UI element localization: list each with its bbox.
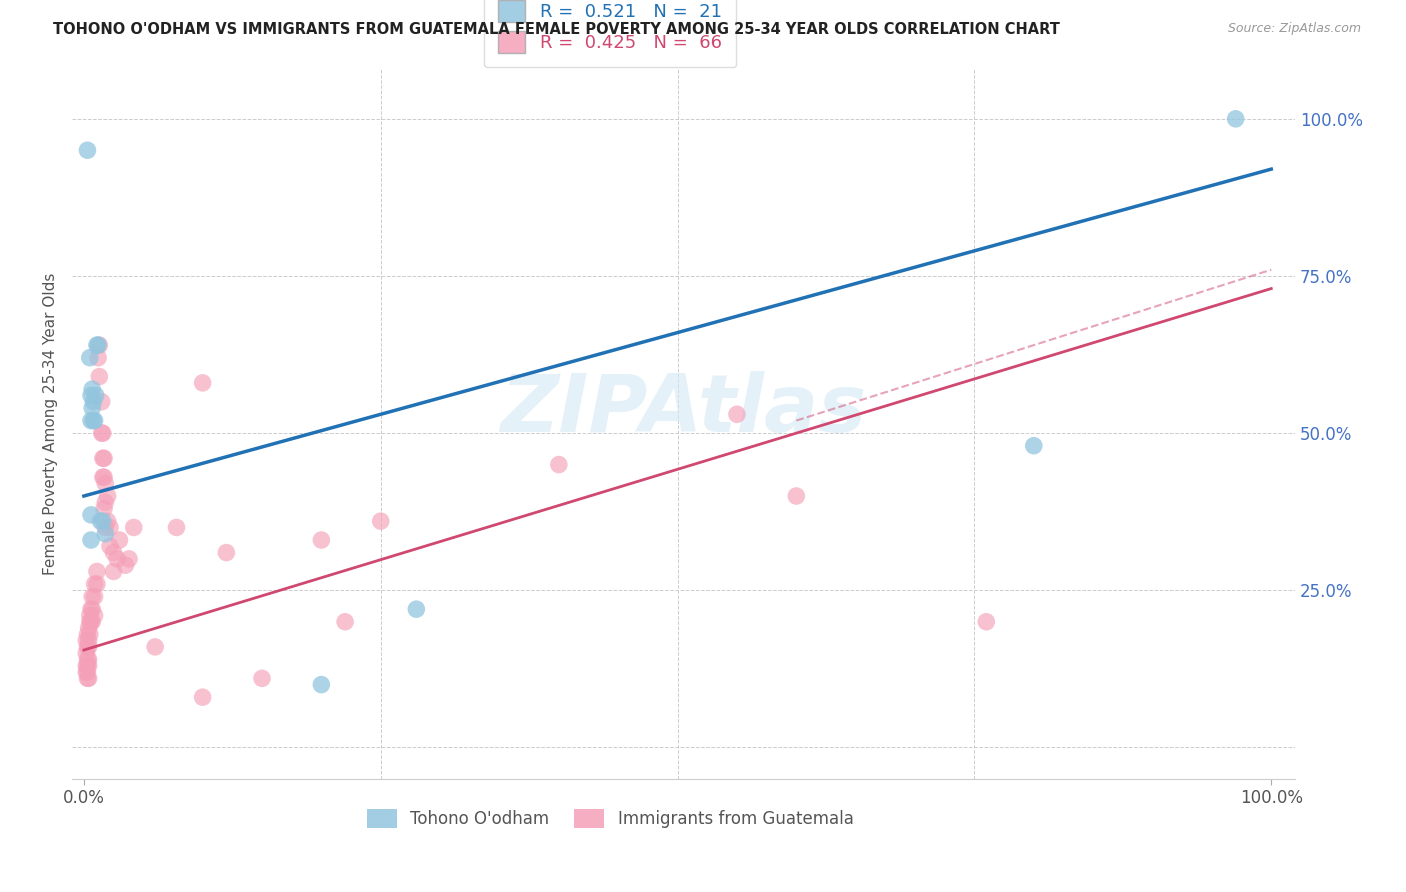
Legend: Tohono O'odham, Immigrants from Guatemala: Tohono O'odham, Immigrants from Guatemal… [360,802,860,835]
Point [75,665,97,679]
Point [974,615,997,629]
Point [77,658,100,673]
Point [103,546,125,560]
Point [94,520,117,534]
Point [311,533,333,547]
Point [82,401,104,415]
Point [80,533,103,547]
Point [108,533,131,547]
Point [76,627,98,641]
Point [118,552,141,566]
Point [97,514,120,528]
Point [93,451,115,466]
Point [122,520,145,534]
Point [166,520,188,534]
Point [215,546,238,560]
Point [75,658,97,673]
Point [83,413,105,427]
Point [80,388,103,402]
Point [250,671,273,685]
Point [143,640,166,654]
Point [83,608,105,623]
Point [94,476,117,491]
Point [76,143,98,157]
Point [98,539,121,553]
Point [93,501,115,516]
Point [191,376,214,390]
Point [82,615,104,629]
Point [87,338,110,352]
Point [77,671,100,685]
Point [79,627,101,641]
Point [333,615,356,629]
Point [103,565,125,579]
Point [87,351,110,365]
Point [76,658,98,673]
Point [79,351,101,365]
Point [90,426,112,441]
Point [79,608,101,623]
Point [94,526,117,541]
Point [76,671,98,685]
Point [114,558,136,573]
Point [79,615,101,629]
Point [75,646,97,660]
Point [80,413,103,427]
Point [84,388,107,402]
Point [80,615,103,629]
Point [76,665,98,679]
Point [725,407,748,421]
Point [77,640,100,654]
Point [83,590,105,604]
Point [77,621,100,635]
Point [86,565,108,579]
Point [80,508,103,522]
Text: TOHONO O'ODHAM VS IMMIGRANTS FROM GUATEMALA FEMALE POVERTY AMONG 25-34 YEAR OLDS: TOHONO O'ODHAM VS IMMIGRANTS FROM GUATEM… [53,22,1060,37]
Point [1225,112,1247,126]
Point [90,394,112,409]
Point [93,470,115,484]
Point [82,590,104,604]
Point [86,338,108,352]
Text: Source: ZipAtlas.com: Source: ZipAtlas.com [1227,22,1361,36]
Point [91,514,114,528]
Point [76,640,98,654]
Point [82,382,104,396]
Point [89,514,111,528]
Point [75,633,97,648]
Point [98,520,121,534]
Point [91,470,114,484]
Point [86,577,108,591]
Text: ZIPAtlas: ZIPAtlas [501,370,866,449]
Point [83,577,105,591]
Point [82,602,104,616]
Point [785,489,807,503]
Point [97,489,120,503]
Point [82,413,104,427]
Point [311,678,333,692]
Point [1022,439,1045,453]
Point [191,690,214,705]
Point [105,552,128,566]
Point [82,394,104,409]
Point [94,495,117,509]
Point [405,602,427,616]
Point [547,458,569,472]
Point [89,338,111,352]
Point [91,451,114,466]
Point [89,369,111,384]
Point [91,426,114,441]
Point [77,633,100,648]
Point [370,514,392,528]
Point [77,652,100,666]
Point [76,652,98,666]
Y-axis label: Female Poverty Among 25-34 Year Olds: Female Poverty Among 25-34 Year Olds [44,273,58,575]
Point [80,602,103,616]
